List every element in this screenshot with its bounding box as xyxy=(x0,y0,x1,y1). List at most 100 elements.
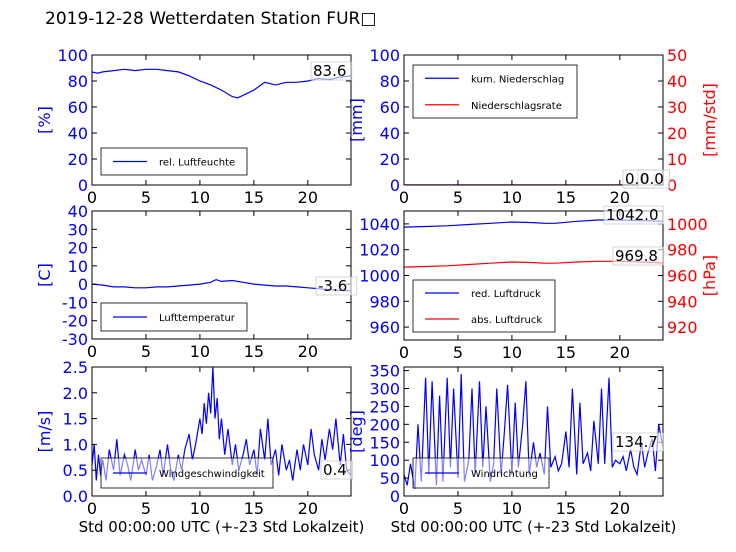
x-tick-label: 20 xyxy=(610,188,630,207)
legend-box xyxy=(412,279,556,333)
y-tick-label: 40 xyxy=(380,124,400,143)
y-tick-label: 0 xyxy=(78,176,88,195)
legend: Windgeschwindigkeit xyxy=(100,457,274,489)
plot-frame xyxy=(91,54,352,186)
chart-temperature: 0 5 10 15 20-30-20-10010203040[C]Lufttempera… xyxy=(35,202,358,361)
y-tick-label: 1020 xyxy=(359,241,400,260)
x-tick-label: 20 xyxy=(610,499,630,518)
y2-tick-label: 940 xyxy=(667,292,698,311)
annotation-box xyxy=(310,61,353,81)
y-tick-label: 40 xyxy=(68,202,88,221)
x-tick-label: 5 xyxy=(453,499,463,518)
legend: rel. Luftfeuchte xyxy=(100,147,248,176)
x-tick-label: 10 xyxy=(190,342,210,361)
x-tick-label: 10 xyxy=(502,188,522,207)
y-tick-label: 1000 xyxy=(359,267,400,286)
series-line-winddir-0 xyxy=(404,374,663,489)
value-annotation: 134.7 xyxy=(612,432,664,452)
legend-box xyxy=(100,302,248,332)
x-tick-label: 0 xyxy=(87,499,97,518)
y2-tick-label: 40 xyxy=(667,72,687,91)
y2-tick-label: 50 xyxy=(667,46,687,65)
plot-frame xyxy=(403,54,664,186)
value-annotation: -3.6 xyxy=(315,276,358,296)
legend: Lufttemperatur xyxy=(100,302,248,332)
x-axis-label: Std 00:00:00 UTC (+-23 Std Lokalzeit) xyxy=(391,518,677,536)
x-tick-label: 0 xyxy=(87,188,97,207)
x-tick-label: 20 xyxy=(298,188,318,207)
chart-wind-speed: 0 5 10 15 20 0.0 0.5 1.0 1.5 2.0 2.5 [m/s] Std 00:00… xyxy=(35,358,364,536)
x-tick-label: 10 xyxy=(190,188,210,207)
y-tick-label: 0 xyxy=(78,275,88,294)
x-tick-label: 5 xyxy=(141,499,151,518)
legend: red. Luftdruck abs. Luftdruck xyxy=(412,279,556,333)
x-axis-label: Std 00:00:00 UTC (+-23 Std Lokalzeit) xyxy=(79,518,365,536)
x-tick-label: 20 xyxy=(610,343,630,362)
y-tick-label: 0 xyxy=(390,176,400,195)
y-tick-label: 100 xyxy=(369,46,400,65)
legend: kum. Niederschlag Niederschlagsrate xyxy=(412,64,578,119)
y-tick-label: 2.0 xyxy=(63,384,88,403)
page-title: 2019-12-28 Wetterdaten Station FUR□ xyxy=(45,9,377,29)
y-tick-label: 80 xyxy=(380,72,400,91)
y-tick-label: -20 xyxy=(62,312,88,331)
y-tick-label: 0.5 xyxy=(63,461,88,480)
annotation-text: 1042.0 xyxy=(606,206,659,224)
x-tick-label: 0 xyxy=(399,188,409,207)
chart-precipitation: 0 5 10 15 20 0 20 40 60 80 100 0 10 20 30 40 50 [mm] [mm/s… xyxy=(347,46,719,207)
y-axis-label: [m/s] xyxy=(35,411,54,453)
x-tick-label: 0 xyxy=(399,343,409,362)
annotation-box xyxy=(320,460,353,480)
chart-humidity: 0 5 10 15 20 0 20 40 60 80 100 [%] rel. Luftfeuchte 8… xyxy=(35,46,353,207)
y-tick-label: 30 xyxy=(68,220,88,239)
y2-tick-label: 980 xyxy=(667,241,698,260)
y-tick-label: 1.5 xyxy=(63,410,88,429)
annotation-box xyxy=(315,276,358,296)
x-tick-label: 15 xyxy=(556,499,576,518)
y-tick-label: -30 xyxy=(62,330,88,349)
annotation-box xyxy=(603,205,664,225)
x-tick-label: 15 xyxy=(244,188,264,207)
y-tick-label: 20 xyxy=(380,150,400,169)
y-tick-label: -10 xyxy=(62,293,88,312)
y2-tick-label: 920 xyxy=(667,318,698,337)
y-tick-label: 300 xyxy=(369,380,400,399)
y-tick-label: 10 xyxy=(68,257,88,276)
y-axis-label: [%] xyxy=(35,106,54,134)
plot-frame xyxy=(91,210,352,340)
y-tick-label: 100 xyxy=(57,46,88,65)
y-axis-label: [mm] xyxy=(347,98,366,142)
series-line-humidity-0 xyxy=(92,68,351,99)
y-tick-label: 20 xyxy=(68,239,88,258)
y2-axis-label: [mm/std] xyxy=(700,83,719,157)
x-tick-label: 10 xyxy=(190,499,210,518)
y2-tick-label: 960 xyxy=(667,267,698,286)
x-tick-label: 5 xyxy=(453,343,463,362)
y2-tick-label: 20 xyxy=(667,124,687,143)
y2-tick-label: 10 xyxy=(667,150,687,169)
y-tick-label: 60 xyxy=(68,98,88,117)
y-tick-label: 50 xyxy=(380,469,400,488)
annotation-text: -3.6 xyxy=(318,277,347,295)
y-tick-label: 960 xyxy=(369,318,400,337)
y-tick-label: 0 xyxy=(390,487,400,506)
y-tick-label: 250 xyxy=(369,397,400,416)
y-tick-label: 40 xyxy=(68,124,88,143)
y-tick-label: 1.0 xyxy=(63,435,88,454)
series-line-temperature-0 xyxy=(92,278,351,292)
y-tick-label: 980 xyxy=(369,292,400,311)
annotation-text: 969.8 xyxy=(615,247,658,265)
x-tick-label: 20 xyxy=(298,499,318,518)
y-tick-label: 0.0 xyxy=(63,487,88,506)
y-tick-label: 350 xyxy=(369,362,400,381)
y-tick-label: 80 xyxy=(68,72,88,91)
annotation-box xyxy=(612,246,664,266)
y-tick-label: 200 xyxy=(369,415,400,434)
y-tick-label: 1040 xyxy=(359,215,400,234)
annotation-box xyxy=(637,169,670,189)
legend-label: kum. Niederschlag xyxy=(471,74,564,85)
legend-label: Windgeschwindigkeit xyxy=(159,469,265,480)
legend-label: Lufttemperatur xyxy=(159,313,236,324)
y-tick-label: 20 xyxy=(68,150,88,169)
